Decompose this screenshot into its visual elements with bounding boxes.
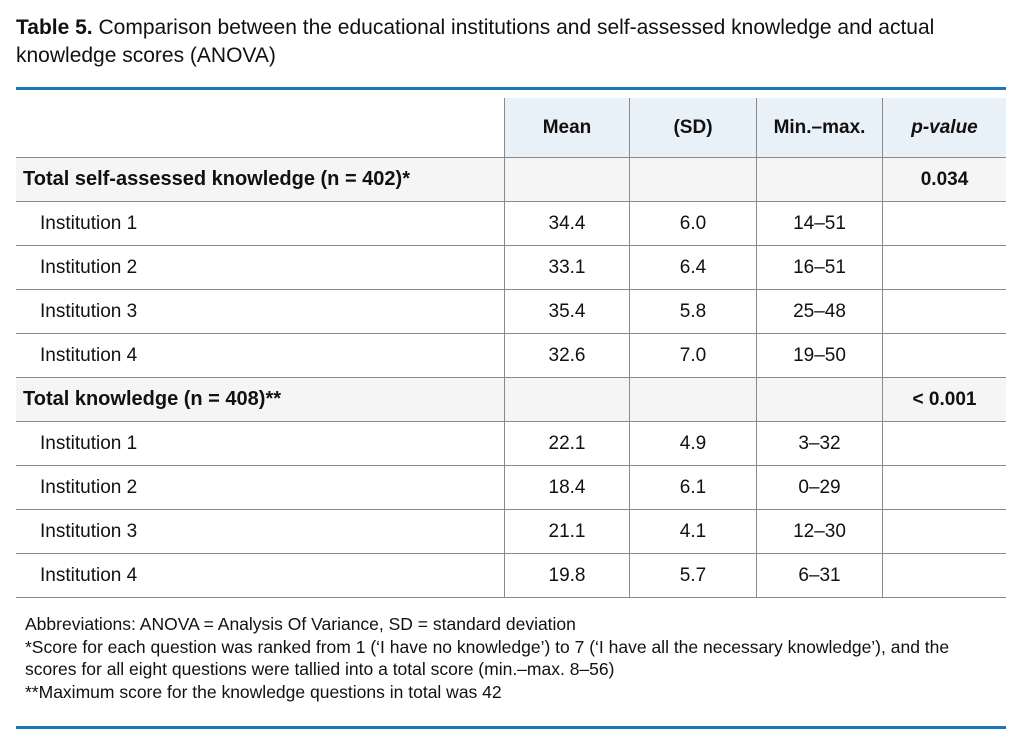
institution-label: Institution 1 (16, 421, 505, 466)
header-mean: Mean (504, 98, 630, 158)
p-value-cell (882, 421, 1006, 466)
section-title: Total self-assessed knowledge (n = 402)* (16, 157, 505, 202)
p-value-cell (882, 245, 1006, 290)
p-value-cell (882, 465, 1006, 510)
sd-cell: 4.1 (629, 509, 757, 554)
sd-cell: 6.1 (629, 465, 757, 510)
header-row: Mean (SD) Min.–max. p-value (16, 98, 1006, 158)
section-title: Total knowledge (n = 408)** (16, 377, 505, 422)
p-value-cell: 0.034 (882, 157, 1006, 202)
sd-cell: 4.9 (629, 421, 757, 466)
table-row: Institution 3 21.1 4.1 12–30 (16, 509, 1006, 554)
bottom-rule (16, 726, 1006, 729)
mean-cell: 22.1 (504, 421, 630, 466)
min-max-cell: 12–30 (756, 509, 883, 554)
sd-cell (629, 377, 757, 422)
top-rule (16, 87, 1006, 90)
institution-label: Institution 1 (16, 201, 505, 246)
header-blank (16, 98, 505, 158)
section-row: Total self-assessed knowledge (n = 402)*… (16, 157, 1006, 202)
caption-text: Comparison between the educational insti… (16, 16, 935, 67)
min-max-cell: 3–32 (756, 421, 883, 466)
p-value-cell (882, 201, 1006, 246)
mean-cell: 18.4 (504, 465, 630, 510)
table-row: Institution 2 33.1 6.4 16–51 (16, 245, 1006, 290)
table-caption: Table 5. Comparison between the educatio… (16, 14, 1006, 70)
sd-cell: 6.0 (629, 201, 757, 246)
header-p-value: p-value (882, 98, 1006, 158)
p-value-cell (882, 553, 1006, 598)
institution-label: Institution 2 (16, 465, 505, 510)
min-max-cell: 25–48 (756, 289, 883, 334)
mean-cell: 35.4 (504, 289, 630, 334)
institution-label: Institution 3 (16, 289, 505, 334)
min-max-cell: 0–29 (756, 465, 883, 510)
header-sd: (SD) (629, 98, 757, 158)
min-max-cell: 19–50 (756, 333, 883, 378)
section-row: Total knowledge (n = 408)** < 0.001 (16, 377, 1006, 422)
table-row: Institution 4 19.8 5.7 6–31 (16, 553, 1006, 598)
p-value-cell: < 0.001 (882, 377, 1006, 422)
table-row: Institution 1 22.1 4.9 3–32 (16, 421, 1006, 466)
table-row: Institution 3 35.4 5.8 25–48 (16, 289, 1006, 334)
mean-cell: 34.4 (504, 201, 630, 246)
footnote-self-assessed: *Score for each question was ranked from… (25, 636, 950, 680)
min-max-cell: 16–51 (756, 245, 883, 290)
p-value-cell (882, 509, 1006, 554)
mean-cell (504, 157, 630, 202)
p-value-cell (882, 289, 1006, 334)
caption-label: Table 5. (16, 16, 93, 39)
data-table: Mean (SD) Min.–max. p-value Total self-a… (16, 98, 1006, 598)
mean-cell: 32.6 (504, 333, 630, 378)
institution-label: Institution 4 (16, 333, 505, 378)
header-min-max: Min.–max. (756, 98, 883, 158)
sd-cell (629, 157, 757, 202)
sd-cell: 7.0 (629, 333, 757, 378)
institution-label: Institution 4 (16, 553, 505, 598)
footnote-knowledge: **Maximum score for the knowledge questi… (25, 681, 502, 702)
table-row: Institution 2 18.4 6.1 0–29 (16, 465, 1006, 510)
institution-label: Institution 2 (16, 245, 505, 290)
footnotes: Abbreviations: ANOVA = Analysis Of Varia… (25, 613, 1005, 703)
min-max-cell (756, 377, 883, 422)
table-row: Institution 4 32.6 7.0 19–50 (16, 333, 1006, 378)
mean-cell (504, 377, 630, 422)
institution-label: Institution 3 (16, 509, 505, 554)
sd-cell: 5.8 (629, 289, 757, 334)
sd-cell: 5.7 (629, 553, 757, 598)
mean-cell: 19.8 (504, 553, 630, 598)
footnote-abbreviations: Abbreviations: ANOVA = Analysis Of Varia… (25, 614, 576, 634)
table-body: Total self-assessed knowledge (n = 402)*… (16, 157, 1006, 598)
mean-cell: 33.1 (504, 245, 630, 290)
table-row: Institution 1 34.4 6.0 14–51 (16, 201, 1006, 246)
sd-cell: 6.4 (629, 245, 757, 290)
p-value-cell (882, 333, 1006, 378)
min-max-cell: 6–31 (756, 553, 883, 598)
min-max-cell (756, 157, 883, 202)
min-max-cell: 14–51 (756, 201, 883, 246)
mean-cell: 21.1 (504, 509, 630, 554)
